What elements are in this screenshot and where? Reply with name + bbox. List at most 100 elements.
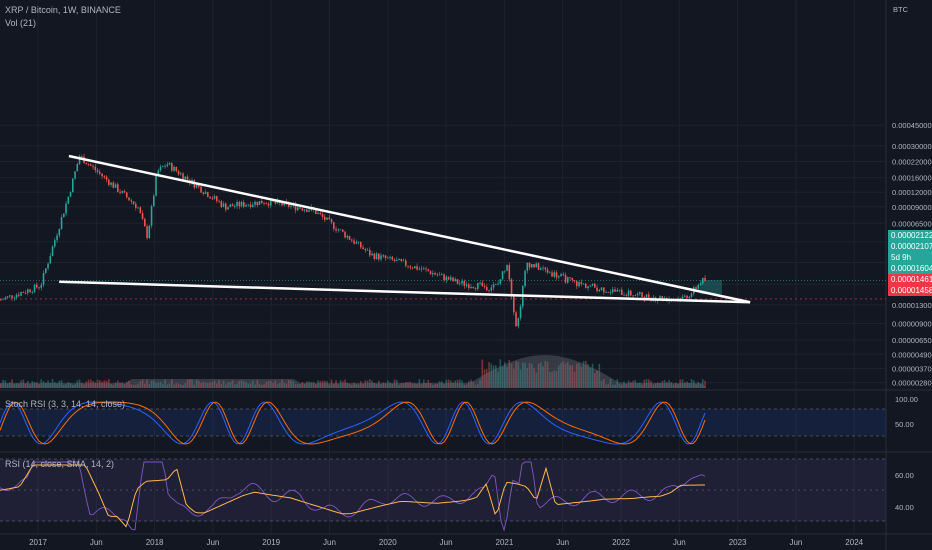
volume-bar xyxy=(472,381,475,388)
symbol-title[interactable]: XRP / Bitcoin, 1W, BINANCE xyxy=(5,5,121,15)
candle xyxy=(697,284,700,289)
volume-bar xyxy=(481,359,484,388)
candle xyxy=(303,209,306,211)
candle xyxy=(537,263,540,270)
volume-bar xyxy=(623,381,625,388)
candle xyxy=(616,289,619,292)
volume-bar xyxy=(504,362,506,388)
candle xyxy=(389,256,391,258)
candle xyxy=(576,281,578,287)
volume-bar xyxy=(528,362,531,388)
volume-bar xyxy=(609,379,612,388)
candle xyxy=(391,256,394,260)
candle xyxy=(114,184,117,188)
candle xyxy=(267,203,270,206)
volume-bar xyxy=(182,384,184,388)
volume-label[interactable]: Vol (21) xyxy=(5,18,37,28)
volume-bar xyxy=(20,380,22,388)
candle xyxy=(360,241,362,248)
volume-bar xyxy=(333,384,335,388)
candle xyxy=(364,249,367,251)
candle xyxy=(69,192,72,197)
candle xyxy=(704,277,706,281)
candle xyxy=(171,163,173,171)
volume-bar xyxy=(515,361,517,388)
candle xyxy=(126,192,128,198)
stoch-rsi-label[interactable]: Stoch RSI (3, 3, 14, 14, close) xyxy=(5,399,126,409)
candle xyxy=(540,268,542,270)
volume-bar xyxy=(353,382,355,388)
candle xyxy=(274,201,277,204)
volume-bar xyxy=(542,366,544,388)
candle xyxy=(506,265,508,271)
candle xyxy=(146,226,148,239)
volume-bar xyxy=(544,360,547,388)
volume-bar xyxy=(312,381,315,388)
candle xyxy=(623,294,625,296)
rsi-ma-line xyxy=(0,464,705,528)
volume-bar xyxy=(27,381,29,388)
candle xyxy=(38,287,40,289)
volume-bar xyxy=(499,359,502,388)
volume-bar xyxy=(688,382,691,388)
volume-bar xyxy=(31,381,34,388)
rsi-tick-label: 40.00 xyxy=(895,503,914,512)
volume-bar xyxy=(162,384,164,388)
volume-bar xyxy=(15,383,18,388)
candle xyxy=(175,166,178,172)
candle xyxy=(627,290,630,296)
volume-bar xyxy=(326,381,328,388)
candle xyxy=(254,201,256,205)
volume-bar xyxy=(171,379,173,388)
volume-bar xyxy=(670,382,673,388)
volume-bar xyxy=(438,381,441,388)
volume-bar xyxy=(348,383,351,388)
volume-bar xyxy=(166,384,169,388)
candle xyxy=(294,204,297,211)
rsi-label[interactable]: RSI (14, close, SMA, 14, 2) xyxy=(5,459,115,469)
volume-bar xyxy=(330,379,333,388)
volume-bar xyxy=(288,380,290,388)
candle xyxy=(40,284,43,288)
volume-bar xyxy=(254,384,256,388)
candle xyxy=(634,295,637,296)
volume-bar xyxy=(9,382,11,388)
volume-bar xyxy=(69,383,72,388)
candle xyxy=(290,205,292,207)
countdown-badge: 5d 9h xyxy=(888,252,932,263)
candle xyxy=(33,284,36,292)
volume-bar xyxy=(249,383,252,388)
candle xyxy=(648,294,650,299)
candle xyxy=(639,292,641,294)
candle xyxy=(369,249,371,256)
volume-bar xyxy=(654,383,657,388)
volume-bar xyxy=(659,383,661,388)
candle xyxy=(686,295,688,299)
volume-bar xyxy=(238,380,241,388)
volume-bar xyxy=(546,361,549,388)
candle xyxy=(231,204,234,207)
volume-bar xyxy=(526,367,529,388)
volume-bar xyxy=(186,379,189,388)
candle xyxy=(141,213,144,219)
candle xyxy=(468,284,470,289)
candle xyxy=(605,292,607,293)
volume-bar xyxy=(360,381,362,388)
candle xyxy=(202,192,205,194)
volume-bar xyxy=(400,383,403,388)
candle xyxy=(355,242,358,244)
stoch-tick-label: 50.00 xyxy=(895,420,914,429)
volume-bar xyxy=(83,384,85,388)
candle xyxy=(288,202,290,207)
price-badge: 0.00002107 xyxy=(888,241,932,252)
candle xyxy=(387,257,389,259)
volume-bar xyxy=(72,384,74,388)
volume-bar xyxy=(110,383,112,388)
volume-bar xyxy=(582,361,585,388)
candle xyxy=(546,269,549,273)
candle xyxy=(333,222,335,229)
volume-bar xyxy=(533,367,535,388)
volume-bar xyxy=(159,381,162,388)
candle xyxy=(90,164,92,166)
